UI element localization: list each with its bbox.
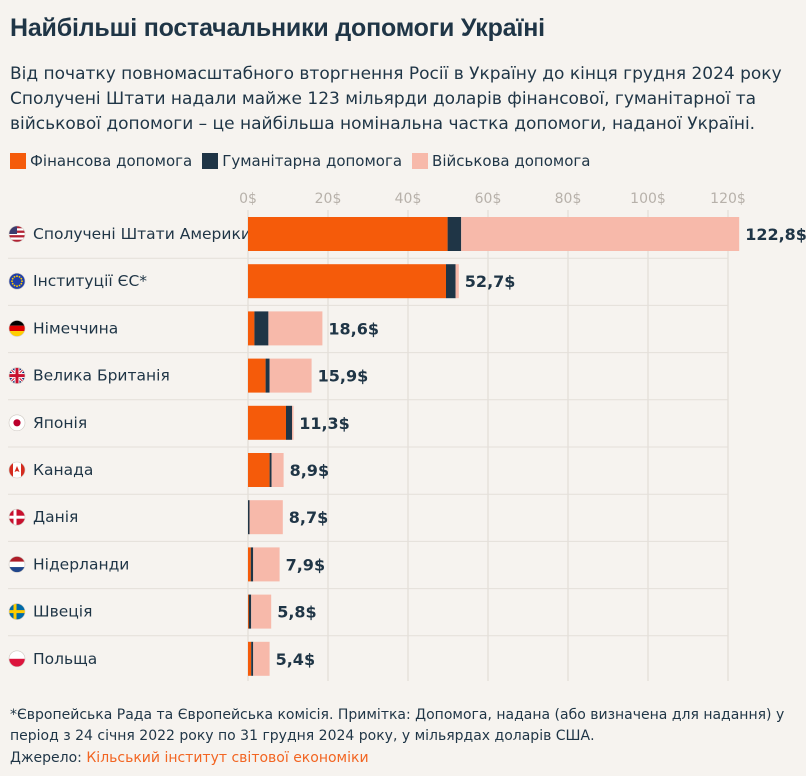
category-label: Інституції ЄС* — [33, 272, 147, 290]
category-label: Німеччина — [33, 319, 118, 337]
bar-military — [253, 547, 280, 582]
total-label: 18,6$ — [328, 319, 379, 338]
legend-item-military: Військова допомога — [412, 152, 590, 170]
bar-military — [268, 311, 323, 346]
legend-item-financial: Фінансова допомога — [10, 152, 192, 170]
chart-subtitle: Від початку повномасштабного вторгнення … — [10, 64, 782, 134]
category-label: Сполучені Штати Америки — [33, 225, 251, 243]
x-tick-label: 0$ — [239, 191, 257, 207]
flag-outline — [8, 603, 26, 620]
footnote: *Європейська Рада та Європейська комісія… — [10, 707, 785, 744]
total-label: 5,8$ — [277, 603, 316, 622]
eu-flag-icon — [9, 273, 25, 290]
total-label: 8,7$ — [289, 508, 328, 527]
bar-financial — [248, 453, 270, 487]
flag-outline — [8, 320, 26, 337]
netherlands-flag-icon — [9, 556, 25, 573]
source-link[interactable]: Кільський інститут світової економіки — [86, 750, 369, 766]
flag-outline — [8, 650, 26, 668]
legend: Фінансова допомога Гуманітарна допомога … — [10, 152, 600, 170]
category-label: Швеція — [33, 603, 92, 621]
bar-military — [251, 594, 272, 629]
flag-outline — [8, 272, 26, 290]
legend-label-humanitarian: Гуманітарна допомога — [222, 152, 403, 170]
bar-financial — [248, 217, 448, 251]
flag-outline — [8, 414, 26, 432]
x-tick-label: 20$ — [315, 191, 342, 207]
bar-humanitarian — [254, 311, 269, 346]
bar-humanitarian — [251, 641, 254, 676]
bar-financial — [248, 405, 286, 440]
legend-item-humanitarian: Гуманітарна допомога — [202, 152, 402, 170]
x-tick-label: 100$ — [630, 191, 666, 207]
legend-swatch-humanitarian — [202, 153, 219, 169]
total-label: 8,9$ — [290, 461, 329, 480]
bar-chart: 0$ 20$ 40$ 60$ 80$ 100$ 120$ Сполучені Штати Ам… — [8, 191, 806, 681]
total-label: 52,7$ — [465, 272, 516, 291]
bar-military — [249, 500, 283, 535]
category-label: Польща — [33, 650, 97, 668]
bar-humanitarian — [248, 594, 252, 629]
bar-financial — [248, 311, 255, 346]
total-label: 15,9$ — [318, 367, 369, 386]
flag-outline — [8, 556, 26, 573]
total-label: 11,3$ — [299, 414, 350, 433]
bar-humanitarian — [269, 453, 272, 487]
legend-label-financial: Фінансова допомога — [30, 152, 193, 170]
flag-outline — [8, 461, 26, 479]
bar-military — [269, 358, 312, 393]
category-label: Канада — [33, 461, 93, 479]
legend-label-military: Військова допомога — [432, 152, 591, 170]
bar-military — [455, 264, 459, 299]
x-tick-label: 60$ — [475, 191, 502, 207]
bar-financial — [248, 547, 251, 582]
flag-outline — [8, 225, 26, 243]
sweden-flag-icon — [9, 603, 25, 620]
bar-military — [253, 641, 270, 676]
uk-flag-icon — [9, 367, 25, 384]
total-label: 122,8$ — [745, 225, 806, 244]
bar-humanitarian — [446, 264, 456, 299]
bar-financial — [248, 264, 446, 299]
category-label: Японія — [33, 414, 87, 432]
bar-military — [461, 217, 740, 251]
category-label: Нідерланди — [33, 555, 129, 573]
total-label: 5,4$ — [276, 650, 315, 669]
chart-title: Найбільші постачальники допомоги Україні — [10, 14, 545, 42]
legend-swatch-military — [412, 153, 429, 169]
source-label: Джерело: — [10, 750, 82, 766]
category-label: Велика Британія — [33, 367, 170, 385]
source: Джерело: Кільський інститут світової еко… — [10, 750, 369, 766]
bar-humanitarian — [248, 500, 250, 535]
bar-humanitarian — [286, 405, 292, 440]
total-label: 7,9$ — [286, 555, 325, 574]
category-label: Данія — [33, 508, 78, 526]
bar-military — [292, 405, 294, 440]
poland-flag-icon — [9, 650, 25, 667]
germany-flag-icon — [9, 320, 25, 337]
x-tick-label: 40$ — [395, 191, 422, 207]
bar-financial — [248, 358, 266, 393]
denmark-flag-icon — [9, 509, 25, 526]
bar-humanitarian — [447, 217, 462, 251]
bar-humanitarian — [265, 358, 270, 393]
x-tick-label: 120$ — [710, 191, 746, 207]
bar-financial — [248, 641, 252, 676]
canada-flag-icon — [9, 462, 25, 478]
legend-swatch-financial — [10, 153, 26, 169]
bar-military — [271, 453, 284, 487]
bar-financial — [248, 594, 250, 629]
us-flag-icon — [9, 226, 25, 242]
flag-outline — [8, 367, 26, 384]
japan-flag-icon — [9, 414, 25, 431]
bar-humanitarian — [250, 547, 254, 582]
flag-outline — [8, 508, 26, 526]
x-tick-label: 80$ — [555, 191, 582, 207]
